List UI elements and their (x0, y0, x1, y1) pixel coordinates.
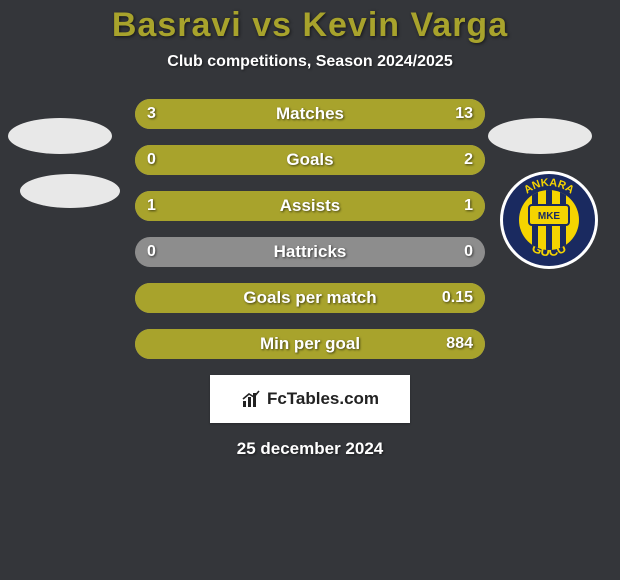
fctables-text: FcTables.com (267, 389, 379, 409)
date-text: 25 december 2024 (0, 439, 620, 459)
stat-row: Hattricks0 0 (135, 237, 485, 267)
stat-value-left: 3 (147, 99, 156, 129)
stat-label: Hattricks (135, 237, 485, 267)
stat-value-right: 1 (464, 191, 473, 221)
stat-label: Goals (135, 145, 485, 175)
fctables-icon (241, 389, 261, 409)
stat-value-right: 2 (464, 145, 473, 175)
stat-row: Goals per match0.15 (135, 283, 485, 313)
stat-value-right: 884 (446, 329, 473, 359)
stat-row: Matches3 13 (135, 99, 485, 129)
stat-label: Assists (135, 191, 485, 221)
stat-value-right: 0.15 (442, 283, 473, 313)
player1-placeholder-2 (20, 174, 120, 208)
player2-placeholder (488, 118, 592, 154)
stat-row: Goals0 2 (135, 145, 485, 175)
comparison-bars: Matches313Goals02Assists11Hattricks00Goa… (135, 99, 485, 359)
player1-placeholder-1 (8, 118, 112, 154)
stat-label: Goals per match (135, 283, 485, 313)
fctables-badge: FcTables.com (210, 375, 410, 423)
stat-row: Assists1 1 (135, 191, 485, 221)
stat-value-left: 1 (147, 191, 156, 221)
stat-value-left: 0 (147, 145, 156, 175)
club-crest: ANKARA GÜCÜ MKE (499, 170, 599, 270)
stat-row: Min per goal884 (135, 329, 485, 359)
stat-value-left: 0 (147, 237, 156, 267)
stat-label: Matches (135, 99, 485, 129)
subtitle: Club competitions, Season 2024/2025 (0, 53, 620, 71)
svg-text:MKE: MKE (538, 211, 561, 222)
stat-value-right: 0 (464, 237, 473, 267)
page-title: Basravi vs Kevin Varga (0, 0, 620, 45)
stat-label: Min per goal (135, 329, 485, 359)
stat-value-right: 13 (455, 99, 473, 129)
